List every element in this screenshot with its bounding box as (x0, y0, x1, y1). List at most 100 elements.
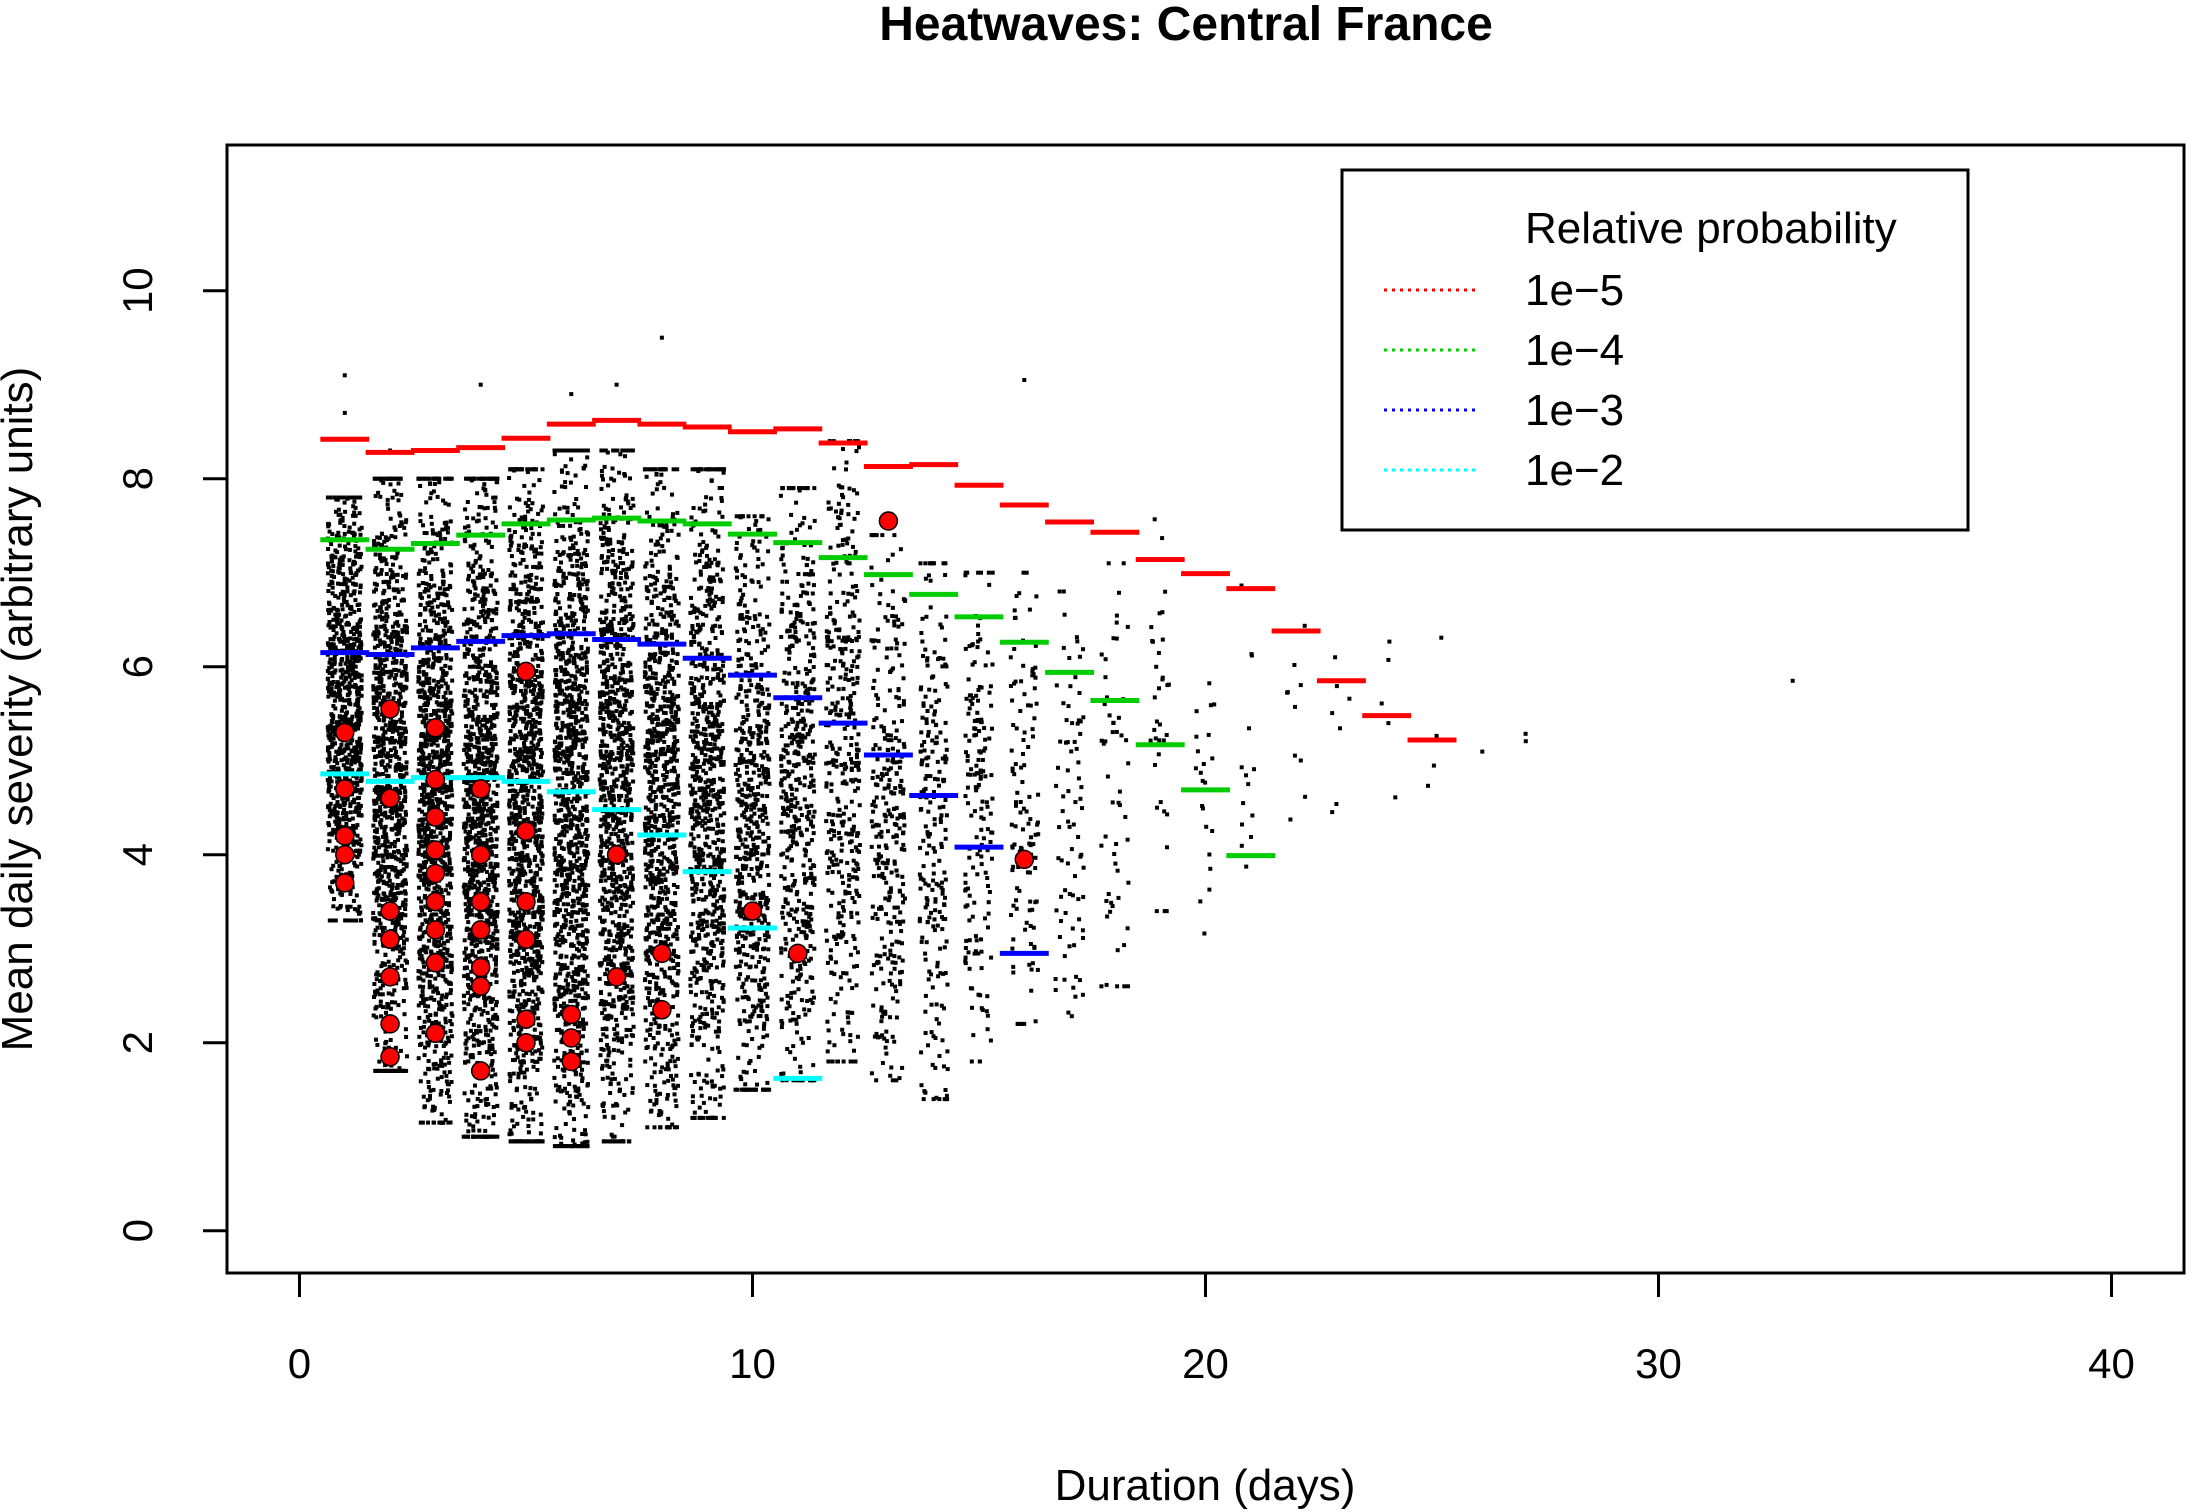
simulated-point (449, 788, 454, 793)
simulated-point (376, 541, 381, 546)
simulated-point (394, 805, 399, 810)
simulated-point (463, 1134, 468, 1139)
simulated-point (471, 563, 476, 568)
simulated-point (424, 531, 429, 536)
simulated-point (449, 961, 454, 966)
simulated-point (437, 789, 442, 793)
simulated-point (495, 825, 500, 830)
simulated-point (489, 912, 494, 917)
simulated-point (371, 687, 376, 692)
simulated-point (517, 923, 521, 928)
simulated-point (466, 1059, 471, 1064)
simulated-point (523, 1085, 528, 1090)
simulated-point (441, 974, 446, 979)
simulated-point (435, 533, 440, 537)
simulated-point (508, 729, 513, 733)
simulated-point (447, 1094, 452, 1099)
simulated-point (539, 540, 544, 545)
simulated-point (404, 771, 409, 776)
simulated-point (541, 769, 545, 774)
simulated-point (422, 659, 427, 664)
simulated-point (444, 852, 449, 856)
simulated-point (376, 793, 381, 798)
simulated-point (390, 1068, 395, 1073)
simulated-point (461, 797, 466, 802)
simulated-point (465, 955, 470, 960)
simulated-point (419, 757, 424, 762)
simulated-point (462, 607, 467, 612)
simulated-point (442, 710, 447, 715)
simulated-point (380, 667, 385, 672)
simulated-point (487, 995, 492, 1000)
simulated-point (510, 570, 515, 575)
simulated-point (330, 647, 335, 652)
simulated-point (372, 932, 377, 937)
simulated-point (476, 512, 481, 517)
simulated-point (358, 749, 363, 754)
simulated-point (441, 498, 446, 503)
simulated-point (379, 678, 383, 683)
simulated-point (482, 827, 487, 832)
simulated-point (470, 1055, 475, 1060)
simulated-point (465, 651, 470, 656)
simulated-point (326, 745, 330, 750)
simulated-point (357, 841, 361, 846)
simulated-point (357, 911, 362, 916)
simulated-point (344, 814, 349, 818)
simulated-point (377, 691, 382, 696)
simulated-point (421, 763, 426, 768)
simulated-point (335, 906, 340, 911)
simulated-point (341, 554, 346, 559)
simulated-point (530, 682, 535, 687)
simulated-point (443, 1016, 448, 1021)
simulated-point (434, 750, 439, 755)
simulated-point (507, 1020, 512, 1025)
simulated-point (339, 495, 344, 500)
simulated-point (495, 681, 500, 686)
simulated-point (532, 1027, 537, 1032)
simulated-point (398, 737, 403, 741)
simulated-point (514, 938, 518, 943)
simulated-point (403, 820, 407, 825)
simulated-point (487, 663, 492, 668)
simulated-point (442, 603, 447, 608)
simulated-point (488, 797, 493, 802)
simulated-point (484, 737, 489, 742)
simulated-point (494, 854, 499, 858)
simulated-point (419, 817, 424, 822)
simulated-point (342, 807, 347, 812)
simulated-point (421, 871, 426, 876)
simulated-point (378, 808, 383, 813)
simulated-point (352, 521, 357, 526)
simulated-point (462, 890, 467, 895)
simulated-point (337, 636, 341, 641)
simulated-point (352, 723, 357, 728)
simulated-point (449, 783, 453, 787)
simulated-point (344, 717, 349, 722)
simulated-point (341, 596, 346, 601)
simulated-point (517, 945, 522, 950)
simulated-point (513, 747, 517, 752)
simulated-point (356, 674, 361, 679)
simulated-point (449, 709, 454, 713)
simulated-point (472, 583, 477, 588)
simulated-point (398, 936, 403, 940)
simulated-point (371, 1013, 376, 1018)
simulated-point (443, 623, 448, 628)
simulated-point (517, 880, 521, 885)
simulated-point (330, 889, 335, 894)
simulated-point (381, 752, 386, 757)
simulated-point (477, 625, 482, 630)
simulated-point (491, 706, 496, 710)
simulated-point (354, 554, 358, 559)
simulated-point (491, 716, 496, 721)
simulated-point (443, 621, 448, 626)
simulated-point (434, 754, 438, 759)
simulated-point (515, 867, 520, 872)
simulated-point (439, 890, 444, 895)
simulated-point (477, 575, 482, 580)
simulated-point (392, 894, 397, 898)
simulated-point (442, 853, 446, 858)
simulated-point (398, 565, 403, 570)
simulated-point (382, 786, 387, 791)
